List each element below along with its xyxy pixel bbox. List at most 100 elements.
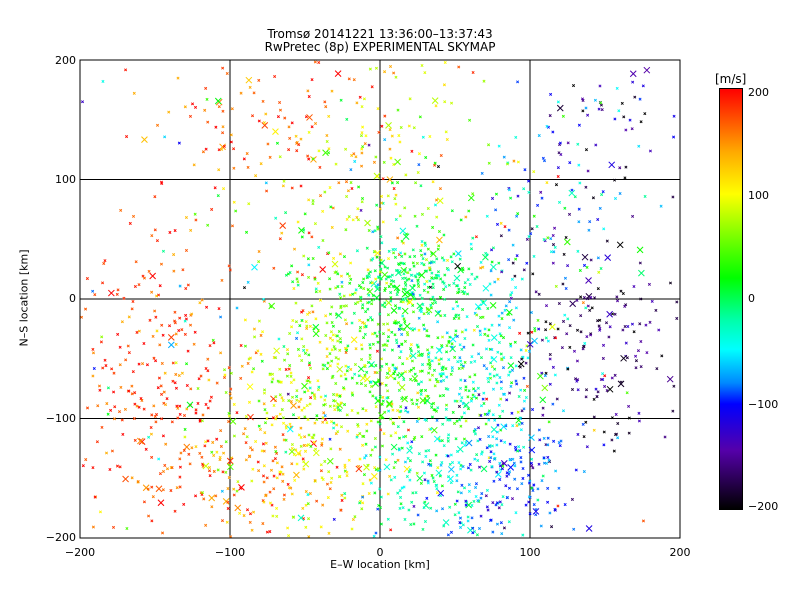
data-point [472,328,476,332]
data-point [378,382,382,386]
data-point [641,519,645,523]
data-point [302,467,306,471]
data-point [361,280,365,284]
data-point [435,198,439,202]
data-point [537,462,541,466]
data-point [230,224,234,228]
data-point [397,436,402,440]
data-point [381,271,389,279]
data-point [470,503,474,507]
data-point [477,306,481,310]
data-point [472,499,476,503]
data-point [192,163,196,167]
data-point [308,366,313,370]
data-point [606,310,614,318]
data-point [417,328,421,332]
data-point [527,234,531,239]
data-point [207,469,212,473]
data-point [576,388,580,392]
data-point [174,372,178,376]
data-point [370,85,374,89]
data-point [328,336,332,340]
data-point [381,220,385,224]
data-point [433,408,437,412]
data-point [444,285,448,289]
data-point [336,339,340,343]
data-point [171,379,175,383]
data-point [175,486,179,490]
data-point [459,467,463,471]
data-point [364,384,368,388]
data-point [307,311,311,315]
data-point [328,312,333,316]
data-point [464,499,468,503]
data-point [93,495,97,499]
data-point [193,212,197,216]
data-point [529,232,533,236]
data-point [259,333,263,337]
data-point [134,260,138,264]
data-point [403,460,407,464]
data-point [131,370,135,374]
data-point [400,266,408,274]
data-point [338,337,342,341]
data-point [475,313,479,317]
data-point [383,301,387,305]
data-point [434,104,438,108]
data-point [406,271,410,275]
data-point [399,495,403,499]
data-point [563,313,567,317]
data-point [342,294,346,298]
data-point [355,249,359,253]
colorbar-tick-label: −200 [748,500,779,513]
data-point [522,187,526,191]
data-point [178,412,182,416]
data-point [361,495,365,499]
data-point [463,379,467,383]
data-point [475,324,480,328]
data-point [467,267,471,271]
data-point [499,334,503,338]
data-point [547,458,551,462]
data-point [378,395,382,399]
data-point [602,443,606,447]
data-point [137,362,141,366]
data-point [463,360,467,364]
data-point [432,298,436,302]
data-point [525,261,529,265]
data-point [186,283,190,287]
data-point [322,411,326,415]
data-point [363,456,367,460]
data-point [399,251,403,255]
data-point [540,196,544,200]
data-point [471,192,475,196]
data-point [338,292,342,296]
data-point [648,320,652,324]
data-point [551,402,555,406]
data-point [361,501,365,505]
data-point [409,368,413,372]
data-point [311,256,315,260]
data-point [265,411,269,415]
data-point [349,367,353,371]
data-point [389,434,393,438]
data-point [502,392,507,396]
data-point [377,276,381,280]
data-point [290,186,294,190]
data-point [303,351,307,355]
data-point [365,429,369,433]
data-point [585,335,589,339]
data-point [265,189,269,193]
data-point [375,255,379,259]
data-point [219,429,223,433]
data-point [449,335,457,343]
data-point [84,307,88,311]
data-point [318,298,322,302]
data-point [80,100,85,104]
data-point [545,124,549,128]
data-point [517,394,521,399]
data-point [282,344,286,348]
data-point [512,461,516,465]
data-point [596,256,600,260]
data-point [465,501,473,509]
